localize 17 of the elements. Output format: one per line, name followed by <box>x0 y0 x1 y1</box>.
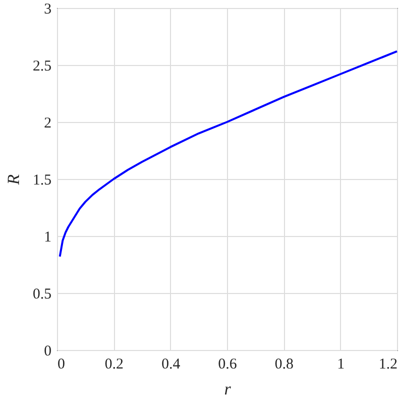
y-tick-label: 1.5 <box>32 172 52 188</box>
y-tick-label: 2.5 <box>32 58 52 74</box>
x-tick-label: 1.2 <box>378 356 398 372</box>
x-tick-label: 0.4 <box>161 356 181 372</box>
y-tick-label: 0 <box>44 344 52 360</box>
y-axis-title: R <box>4 174 23 186</box>
y-tick-label: 1 <box>44 230 52 246</box>
y-tick-label: 3 <box>44 2 52 18</box>
x-tick-label: 0.6 <box>218 356 238 372</box>
y-tick-label: 2 <box>44 116 52 132</box>
x-tick-label: 0 <box>58 356 65 372</box>
x-tick-label: 0.8 <box>274 356 294 372</box>
x-tick-label: 0.2 <box>104 356 124 372</box>
x-axis-title: r <box>224 380 232 398</box>
line-series <box>58 50 398 258</box>
y-tick-label: 0.5 <box>32 286 52 302</box>
x-tick-label: 1 <box>337 356 345 372</box>
